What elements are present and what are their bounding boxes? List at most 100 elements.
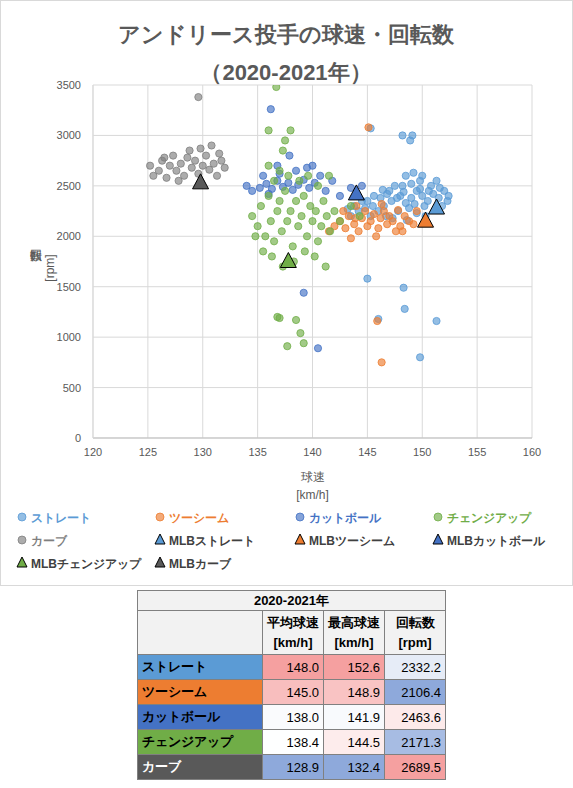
scatter-point xyxy=(444,197,451,204)
legend-label: カーブ xyxy=(31,534,68,548)
scatter-point xyxy=(287,127,294,134)
mlb-average-marker xyxy=(193,174,209,189)
series-4 xyxy=(146,94,228,185)
scatter-point xyxy=(298,213,305,220)
scatter-point xyxy=(389,218,396,225)
scatter-point xyxy=(347,202,354,209)
table-row: 2020-2021年 xyxy=(138,591,446,611)
x-tick-label: 135 xyxy=(248,446,266,458)
x-grid-line xyxy=(367,85,368,438)
table-header: 平均球速[km/h] xyxy=(263,611,324,655)
scatter-point xyxy=(262,233,269,240)
x-tick-label: 145 xyxy=(358,446,376,458)
scatter-point xyxy=(433,317,440,324)
scatter-point xyxy=(331,207,338,214)
table-corner xyxy=(138,611,263,655)
scatter-point xyxy=(356,213,363,220)
scatter-point xyxy=(303,233,310,240)
marks xyxy=(146,85,452,366)
scatter-point xyxy=(260,172,267,179)
scatter-point xyxy=(314,238,321,245)
x-tick-label: 120 xyxy=(84,446,102,458)
legend-marker xyxy=(156,513,164,521)
scatter-point xyxy=(273,85,280,91)
mlb-average-marker xyxy=(429,199,445,214)
scatter-point xyxy=(252,233,259,240)
scatter-point xyxy=(296,177,303,184)
scatter-point xyxy=(408,180,415,187)
table-cell: 2171.3 xyxy=(385,730,446,755)
scatter-point xyxy=(281,187,288,194)
legend-label: MLBチェンジアップ xyxy=(31,557,142,571)
scatter-point xyxy=(336,192,343,199)
y-axis-line xyxy=(93,85,94,438)
scatter-point xyxy=(378,359,385,366)
series-0 xyxy=(344,125,452,361)
legend-label: ツーシーム xyxy=(169,511,229,525)
scatter-point xyxy=(377,215,384,222)
scatter-point xyxy=(292,167,299,174)
scatter-point xyxy=(342,225,349,232)
scatter-point xyxy=(163,174,170,181)
scatter-point xyxy=(314,182,321,189)
scatter-point xyxy=(355,228,362,235)
table-row: チェンジアップ138.4144.52171.3 xyxy=(138,730,446,755)
scatter-point xyxy=(347,235,354,242)
scatter-point xyxy=(276,314,283,321)
y-grid-line xyxy=(93,236,532,237)
scatter-point xyxy=(221,164,228,171)
scatter-point xyxy=(202,152,209,159)
mlb-average-marker xyxy=(418,212,434,227)
scatter-point xyxy=(285,172,292,179)
title: アンドリース投手の球速・回転数 xyxy=(118,22,455,47)
scatter-point xyxy=(281,137,288,144)
y-tick-label: 1000 xyxy=(57,331,81,343)
header-label: 平均球速 xyxy=(267,613,319,633)
y-tick-label: 0 xyxy=(75,432,81,444)
scatter-point xyxy=(410,221,417,228)
table-title: 2020-2021年 xyxy=(138,591,446,611)
x-grid-line xyxy=(532,85,533,438)
subtitle: （2020-2021年） xyxy=(200,60,371,85)
x-tick-label: 150 xyxy=(413,446,431,458)
y-tick-label: 1500 xyxy=(57,281,81,293)
scatter-point xyxy=(267,218,274,225)
scatter-point xyxy=(309,162,316,169)
y-tick-label: 2500 xyxy=(57,180,81,192)
scatter-point xyxy=(267,106,274,113)
scatter-point xyxy=(378,200,385,207)
x-tick-label: 155 xyxy=(468,446,486,458)
x-tick-label: 130 xyxy=(194,446,212,458)
scatter-point xyxy=(395,206,402,213)
legend-label: ストレート xyxy=(31,511,91,525)
scatter-point xyxy=(322,263,329,270)
table-cell: 141.9 xyxy=(324,705,385,730)
table-cell: 148.0 xyxy=(263,655,324,680)
series-5 xyxy=(429,199,445,214)
scatter-point xyxy=(391,182,398,189)
scatter-point xyxy=(325,172,332,179)
scatter-point xyxy=(297,330,304,337)
scatter-point xyxy=(210,160,217,167)
scatter-point xyxy=(166,162,173,169)
table-row: ツーシーム145.0148.92106.4 xyxy=(138,680,446,705)
scatter-point xyxy=(416,354,423,361)
table-cell: 145.0 xyxy=(263,680,324,705)
header-unit: [rpm] xyxy=(389,633,441,653)
y-grid-line xyxy=(93,387,532,388)
scatter-point xyxy=(300,192,307,199)
table-row-label: カットボール xyxy=(138,705,263,730)
scatter-point xyxy=(260,248,267,255)
scatter-point xyxy=(312,207,319,214)
scatter-point xyxy=(265,162,272,169)
scatter-point xyxy=(195,94,202,101)
scatter-point xyxy=(146,162,153,169)
y-tick-label: 3000 xyxy=(57,129,81,141)
scatter-point xyxy=(191,157,198,164)
y-grid-line xyxy=(93,286,532,287)
scatter-point xyxy=(399,132,406,139)
scatter-point xyxy=(311,253,318,260)
scatter-point xyxy=(177,160,184,167)
y-grid-line xyxy=(93,85,532,86)
legend: ストレートツーシームカットボールチェンジアップカーブMLBストレートMLBツーシ… xyxy=(17,511,546,571)
